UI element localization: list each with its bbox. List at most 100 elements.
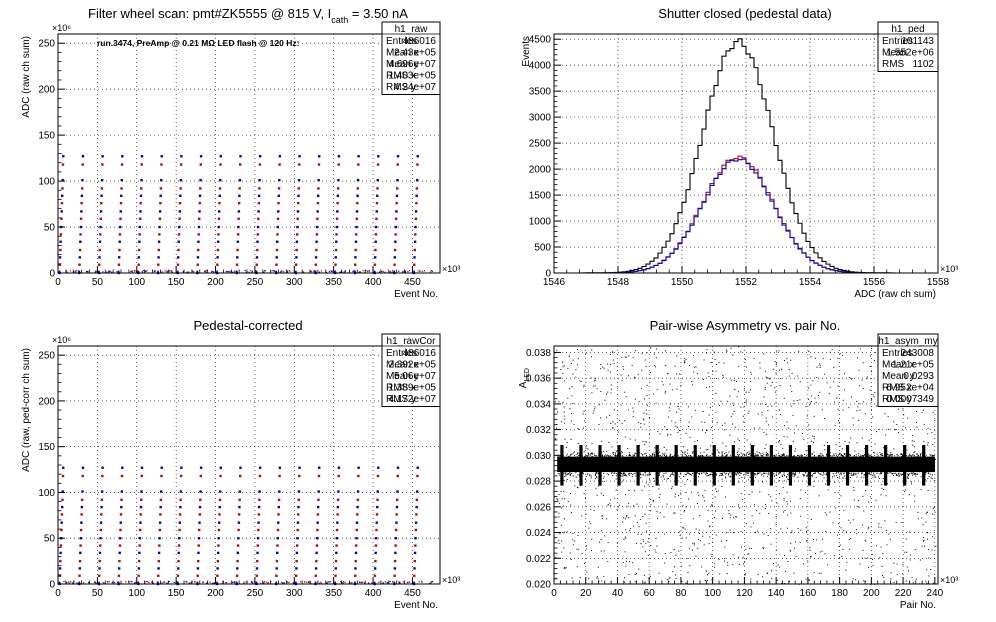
data-point xyxy=(590,453,592,455)
data-point xyxy=(907,473,909,475)
data-point xyxy=(117,263,121,266)
data-point xyxy=(566,473,568,475)
data-point xyxy=(797,528,799,530)
data-point xyxy=(916,453,918,455)
data-point xyxy=(743,561,745,563)
data-point xyxy=(610,456,612,458)
data-point xyxy=(639,474,641,476)
data-point xyxy=(76,582,78,584)
data-point xyxy=(236,567,239,570)
data-point xyxy=(602,455,604,457)
data-point xyxy=(622,368,624,370)
data-point xyxy=(791,373,793,375)
data-point xyxy=(61,178,64,182)
data-point xyxy=(80,194,84,197)
data-point xyxy=(919,470,921,472)
data-point xyxy=(679,373,681,375)
data-point xyxy=(691,416,693,418)
data-point xyxy=(334,559,338,563)
data-point xyxy=(237,528,240,532)
data-point xyxy=(344,271,346,273)
data-point xyxy=(196,248,200,252)
data-point xyxy=(634,581,636,583)
data-point xyxy=(808,579,810,581)
data-point xyxy=(210,271,213,273)
data-point xyxy=(931,478,933,480)
data-point xyxy=(566,453,568,455)
data-point xyxy=(650,455,652,457)
data-point xyxy=(840,495,842,497)
data-point xyxy=(563,518,565,520)
data-point xyxy=(79,240,82,243)
data-point xyxy=(628,573,630,575)
data-point xyxy=(714,358,716,360)
data-point xyxy=(674,422,676,424)
data-point xyxy=(658,488,660,490)
data-point xyxy=(278,490,281,493)
data-point xyxy=(373,263,377,266)
data-point xyxy=(761,481,763,483)
data-point xyxy=(375,528,378,532)
data-point xyxy=(840,453,842,455)
data-point xyxy=(932,444,934,446)
data-point xyxy=(783,453,785,455)
data-point xyxy=(591,349,593,351)
data-point xyxy=(217,225,220,229)
data-point xyxy=(617,431,619,433)
data-point xyxy=(640,474,642,476)
data-point xyxy=(158,210,162,213)
data-point xyxy=(721,452,723,454)
y-axis-label: Events xyxy=(521,36,532,67)
x-tick-label: 1546 xyxy=(543,277,566,288)
data-point xyxy=(772,416,774,418)
data-point xyxy=(822,474,824,476)
data-point xyxy=(838,476,840,478)
data-point xyxy=(628,355,630,357)
data-point xyxy=(138,528,142,532)
data-point xyxy=(564,438,566,440)
data-point xyxy=(376,474,380,478)
data-point xyxy=(235,263,239,266)
data-point xyxy=(829,358,831,360)
data-point xyxy=(563,472,565,474)
data-point xyxy=(738,504,740,506)
data-point xyxy=(646,456,648,458)
data-point xyxy=(177,559,180,563)
data-point xyxy=(783,435,785,437)
data-point xyxy=(807,529,809,531)
data-point xyxy=(869,355,871,357)
data-point xyxy=(838,460,840,462)
data-point xyxy=(555,577,557,579)
data-point xyxy=(805,527,807,529)
data-point xyxy=(750,547,752,549)
data-point xyxy=(792,472,794,474)
data-point xyxy=(931,536,933,538)
data-point xyxy=(376,194,379,197)
data-point xyxy=(251,581,253,583)
x-tick-label: 240 xyxy=(926,588,943,599)
data-point xyxy=(121,155,124,158)
data-point xyxy=(911,576,913,578)
data-point xyxy=(917,456,919,458)
data-point xyxy=(675,578,677,580)
data-point xyxy=(744,358,746,360)
data-point xyxy=(629,473,631,475)
data-point xyxy=(314,567,318,570)
data-point xyxy=(634,515,636,517)
run-annotation: run.3474, PreAmp @ 0.21 MΩ LED flash @ 1… xyxy=(97,38,300,48)
data-point xyxy=(602,477,604,479)
data-point xyxy=(416,474,419,478)
data-point xyxy=(196,559,200,563)
data-point xyxy=(139,194,143,197)
data-point xyxy=(179,163,183,166)
data-point xyxy=(893,582,895,584)
data-point xyxy=(732,564,734,566)
data-point xyxy=(825,483,827,485)
data-point xyxy=(740,406,742,408)
data-point xyxy=(157,263,160,266)
data-point xyxy=(306,581,308,583)
data-point xyxy=(679,535,681,537)
data-point xyxy=(216,256,219,259)
data-point xyxy=(906,566,908,568)
data-point xyxy=(764,387,766,389)
